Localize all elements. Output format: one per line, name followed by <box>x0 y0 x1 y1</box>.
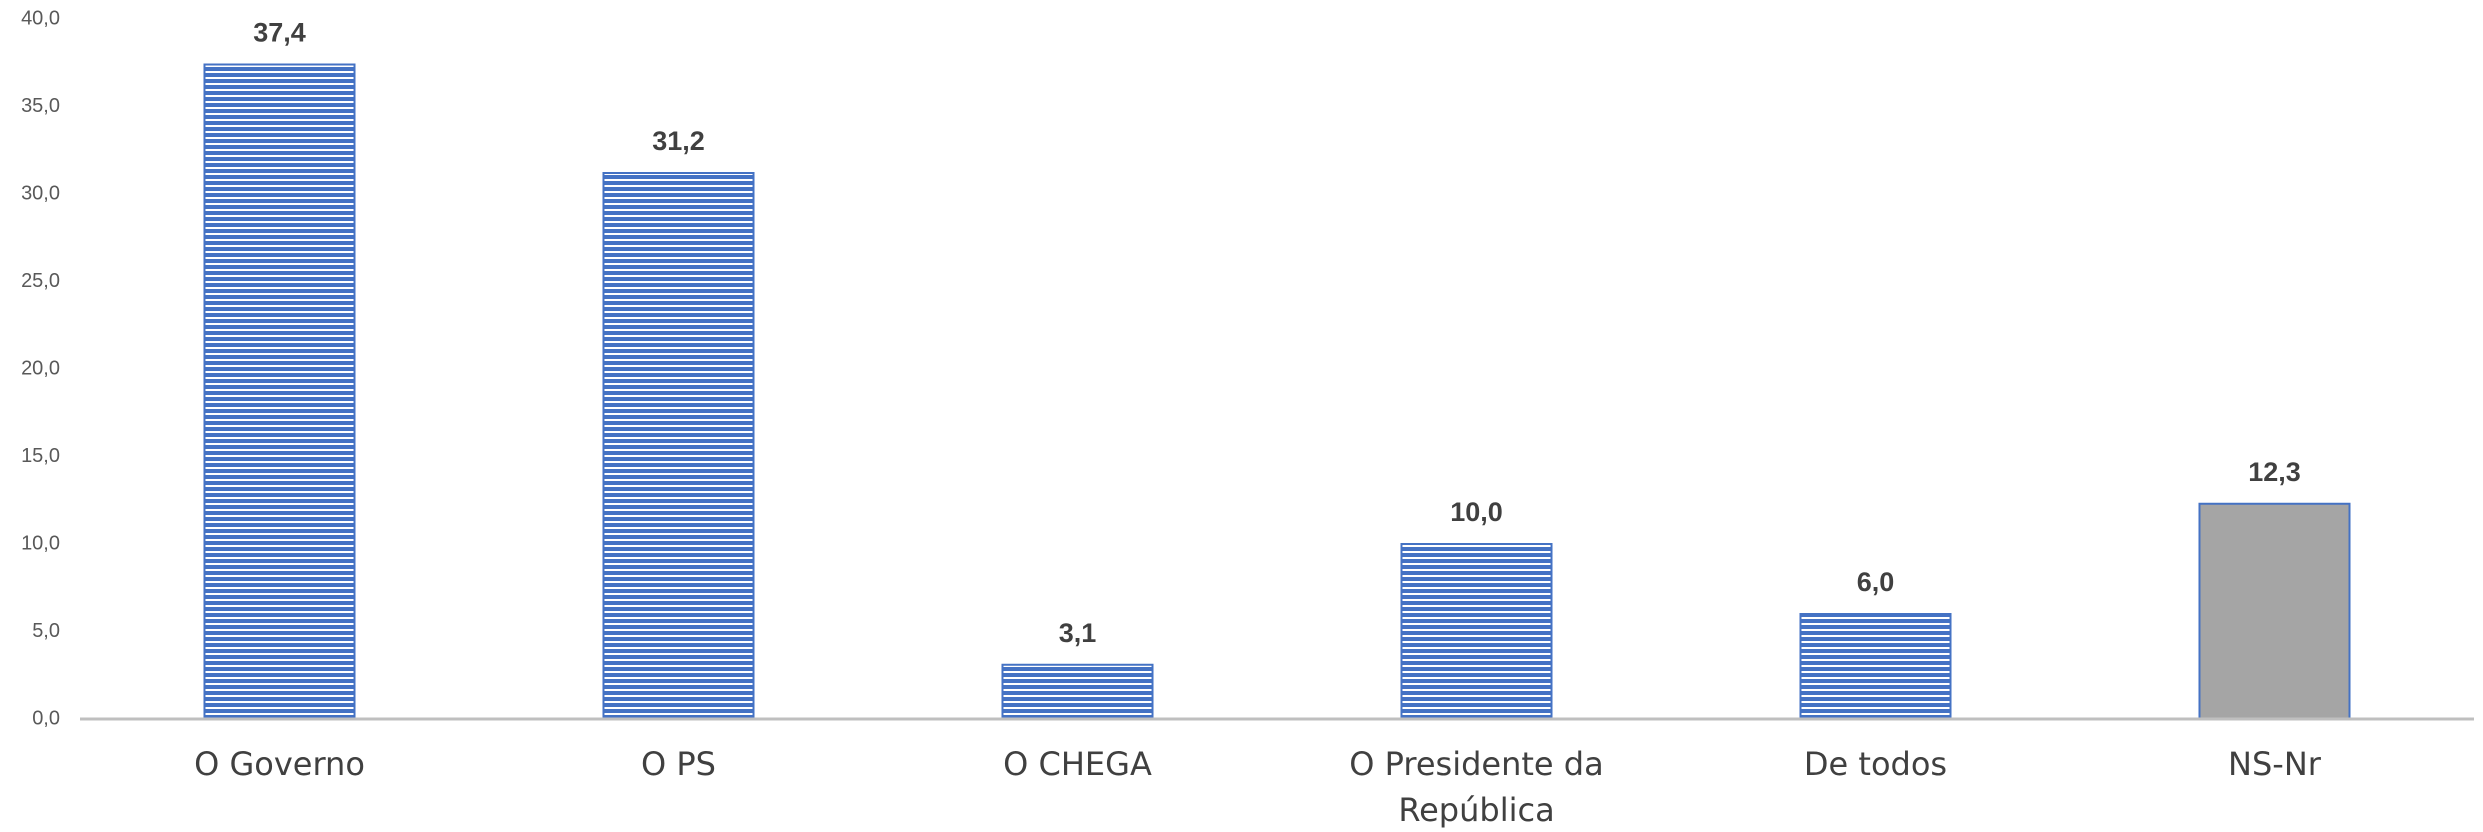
y-tick-label: 0,0 <box>32 707 60 729</box>
x-tick-label: O Presidente da República <box>1349 745 1604 829</box>
y-tick-label: 20,0 <box>21 357 60 379</box>
y-tick-label: 10,0 <box>21 532 60 554</box>
bar <box>1400 543 1553 720</box>
x-tick-label: O Governo <box>194 745 365 783</box>
x-tick-label: O PS <box>641 745 716 783</box>
bar <box>1001 663 1154 720</box>
data-label: 6,0 <box>1857 567 1895 597</box>
data-label: 3,1 <box>1059 618 1097 648</box>
bar <box>1799 613 1952 720</box>
data-label: 31,2 <box>652 126 705 156</box>
data-label: 10,0 <box>1450 497 1503 527</box>
y-tick-label: 35,0 <box>21 95 60 117</box>
x-tick-label: O CHEGA <box>1003 745 1152 783</box>
y-tick-label: 40,0 <box>21 7 60 29</box>
bar <box>602 172 755 720</box>
y-tick-label: 15,0 <box>21 445 60 467</box>
y-tick-label: 5,0 <box>32 620 60 642</box>
data-label: 12,3 <box>2248 457 2301 487</box>
y-tick-label: 25,0 <box>21 270 60 292</box>
x-tick-label: De todos <box>1803 745 1948 783</box>
bar <box>2198 502 2351 720</box>
y-tick-label: 30,0 <box>21 182 60 204</box>
data-label: 37,4 <box>253 18 306 48</box>
x-tick-label: NS-Nr <box>2228 745 2321 783</box>
bar <box>203 63 356 720</box>
